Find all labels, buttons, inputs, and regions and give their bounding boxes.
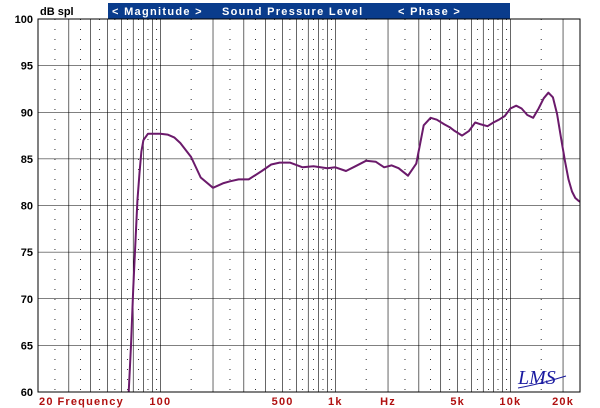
series <box>127 91 581 393</box>
x-tick-label: Hz <box>380 396 396 408</box>
y-tick-label: 80 <box>21 201 33 213</box>
magnitude-label[interactable]: < Magnitude > <box>112 6 203 18</box>
y-tick-label: 75 <box>21 247 33 259</box>
x-tick-label: 100 <box>149 396 171 408</box>
x-tick-label: 1k <box>328 396 343 408</box>
y-tick-label: 95 <box>21 61 33 73</box>
y-tick-label: 60 <box>21 387 33 399</box>
y-tick-label: 90 <box>21 107 33 119</box>
y-tick-label: 65 <box>21 340 33 352</box>
y-tick-labels: 100 95 90 85 80 75 70 65 60 <box>15 14 33 399</box>
spl-series-line <box>127 91 581 393</box>
x-tick-label: 500 <box>272 396 294 408</box>
logo-swoosh <box>517 375 567 389</box>
y-tick-label: 70 <box>21 294 33 306</box>
x-tick-label: 20k <box>552 396 574 408</box>
y-axis-label: dB spl <box>40 6 74 18</box>
y-tick-label: 100 <box>15 14 33 26</box>
phase-label[interactable]: < Phase > <box>398 6 461 18</box>
grid <box>37 18 580 393</box>
header-banner <box>108 3 510 19</box>
y-tick-label: 85 <box>21 154 33 166</box>
x-tick-label: 20 <box>39 396 54 408</box>
spl-label: Sound Pressure Level <box>222 6 364 18</box>
lms-logo: LMS <box>517 367 556 389</box>
x-tick-label: Frequency <box>57 396 123 408</box>
plot-frame <box>37 18 581 393</box>
x-tick-label: 10k <box>499 396 521 408</box>
x-tick-labels: 20 Frequency 100 500 1k Hz 5k 10k 20k <box>39 396 574 408</box>
x-tick-label: 5k <box>450 396 465 408</box>
